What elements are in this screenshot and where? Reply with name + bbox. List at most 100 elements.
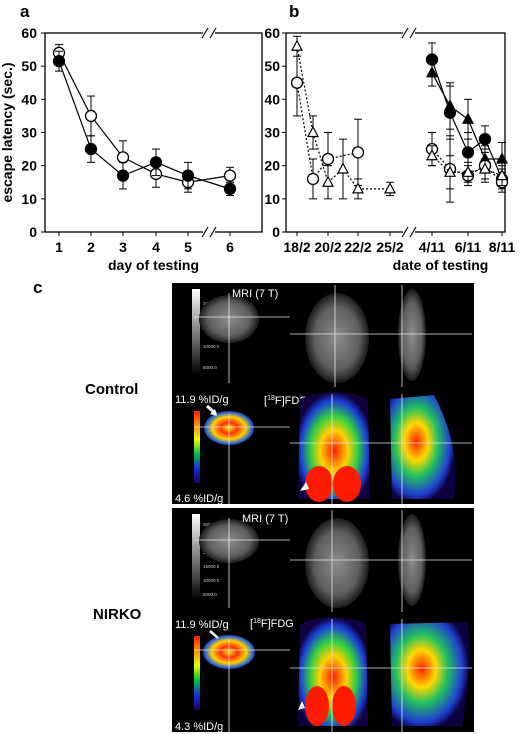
series-line — [90, 148, 124, 177]
series-line — [431, 59, 451, 113]
arrow-annotation — [209, 630, 219, 639]
data-point — [291, 39, 303, 51]
axis-break-mark — [409, 226, 417, 238]
data-point — [223, 169, 237, 182]
mri-scale-tick: 15000.0 — [203, 564, 220, 569]
pet-scale-max: 11.9 %ID/g — [175, 619, 229, 631]
pet-scale-min: 4.6 %ID/g — [175, 493, 223, 504]
arrowhead-annotation — [298, 701, 305, 710]
mri-scale-tick: 5000.0 — [203, 365, 217, 370]
nirko-pet-panel: 11.9 %ID/g 4.3 %ID/g [18F]FDG — [172, 614, 474, 732]
series-line — [296, 82, 314, 180]
mri-scale-tick: 10000.0 — [203, 344, 220, 349]
axis-break-mask — [403, 27, 415, 39]
mri-label: MRI (7 T) — [242, 513, 288, 525]
x-tick-label-a: 3 — [119, 239, 127, 255]
data-point — [496, 168, 508, 181]
mri-axial-slice — [305, 518, 369, 608]
mri-colorbar — [192, 514, 200, 600]
y-tick-label-a: 50 — [21, 58, 37, 74]
series-line — [122, 156, 157, 175]
data-point — [84, 109, 98, 123]
x-tick-label-a: 4 — [152, 239, 160, 255]
y-tick-label-b: 60 — [264, 25, 280, 41]
x-tick-label-a: 2 — [87, 239, 95, 255]
pet-colorbar — [194, 411, 200, 483]
charts-svg: 0 10 20 30 40 50 60 1 2 3 4 5 6 day of testing escape … — [0, 25, 515, 273]
x-tick-label-b: 22/2 — [344, 239, 371, 255]
panel-label-a: a — [20, 2, 30, 21]
data-point — [426, 148, 438, 161]
data-point — [290, 76, 304, 89]
data-point — [352, 182, 364, 194]
pet-colorbar — [194, 636, 200, 710]
y-tick-label-b: 10 — [264, 191, 280, 207]
axis-break-mask — [203, 226, 215, 238]
data-point — [116, 151, 130, 164]
x-tick-label-b: 4/11 — [419, 239, 446, 255]
arrowhead-annotation — [300, 482, 309, 491]
data-point — [181, 169, 195, 182]
data-point — [307, 125, 319, 138]
data-point — [444, 165, 456, 177]
data-point — [461, 146, 475, 159]
x-tick-label-b: 6/11 — [455, 239, 482, 255]
data-point — [322, 175, 334, 187]
mri-colorbar — [192, 289, 200, 375]
data-point — [384, 182, 396, 194]
nirko-mri-panel: 30000.0 25000.0 20000.0 15000.0 10000.0 … — [172, 508, 474, 614]
panel-label-b: b — [289, 2, 300, 21]
series-line — [187, 175, 231, 190]
nirko-pet-image: 11.9 %ID/g 4.3 %ID/g [18F]FDG — [175, 617, 472, 732]
pet-label: [18F]FDG — [264, 395, 308, 407]
axis-break-mark — [401, 226, 409, 238]
data-point — [462, 112, 474, 124]
x-axis-label-a: day of testing — [108, 257, 199, 273]
axis-break-mark — [401, 27, 409, 39]
axis-break-mark — [209, 226, 217, 238]
x-tick-label-b: 18/2 — [283, 239, 310, 255]
plot-frame-b — [285, 32, 506, 233]
data-point — [351, 146, 365, 159]
data-point — [52, 55, 66, 68]
x-tick-label-a: 5 — [184, 239, 192, 255]
axis-break-mask — [403, 226, 415, 238]
plot-frame-a — [44, 32, 263, 233]
pet-label: [18F]FDG — [250, 618, 294, 630]
series-line — [449, 112, 469, 153]
y-tick-label-b: 40 — [264, 91, 280, 107]
pet-scale-max: 11.9 %ID/g — [175, 394, 229, 406]
y-tick-label-a: 20 — [21, 158, 37, 174]
control-mri-panel: 20000.0 15000.0 10000.0 5000.0 MRI (7 T) — [172, 283, 474, 389]
pet-sagittal-slice — [390, 622, 470, 726]
data-point — [116, 169, 130, 182]
x-tick-label-a: 1 — [55, 239, 63, 255]
y-tick-label-b: 20 — [264, 158, 280, 174]
x-axis-label-b: date of testing — [393, 257, 489, 273]
mri-axial-slice — [305, 293, 369, 383]
data-point — [496, 152, 508, 164]
row-label-control: Control — [85, 381, 139, 398]
y-tick-label-a: 60 — [21, 25, 37, 41]
panel-label-c: c — [33, 278, 43, 297]
y-tick-label-b: 30 — [264, 125, 280, 141]
axis-break-mark — [201, 27, 209, 39]
control-mri-image: 20000.0 15000.0 10000.0 5000.0 MRI (7 T) — [192, 285, 472, 387]
data-point — [462, 165, 474, 177]
data-point — [337, 162, 349, 174]
series-line — [58, 60, 92, 150]
y-tick-label-b: 50 — [264, 58, 280, 74]
control-pet-panel: 11.9 %ID/g 4.6 %ID/g [18F]FDG — [172, 389, 474, 504]
axis-break-mark — [209, 27, 217, 39]
series-line — [467, 168, 486, 173]
y-tick-label-a: 10 — [21, 191, 37, 207]
x-tick-label-b: 20/2 — [314, 239, 341, 255]
nirko-mri-image: 30000.0 25000.0 20000.0 15000.0 10000.0 … — [192, 510, 472, 612]
y-axis-label: escape latency (sec.) — [0, 62, 15, 202]
y-tick-label-a: 0 — [29, 224, 37, 240]
data-point — [306, 172, 320, 186]
y-tick-label-b: 0 — [272, 224, 280, 240]
series-line — [312, 132, 329, 183]
x-tick-label-b: 25/2 — [376, 239, 403, 255]
data-point — [223, 182, 237, 196]
